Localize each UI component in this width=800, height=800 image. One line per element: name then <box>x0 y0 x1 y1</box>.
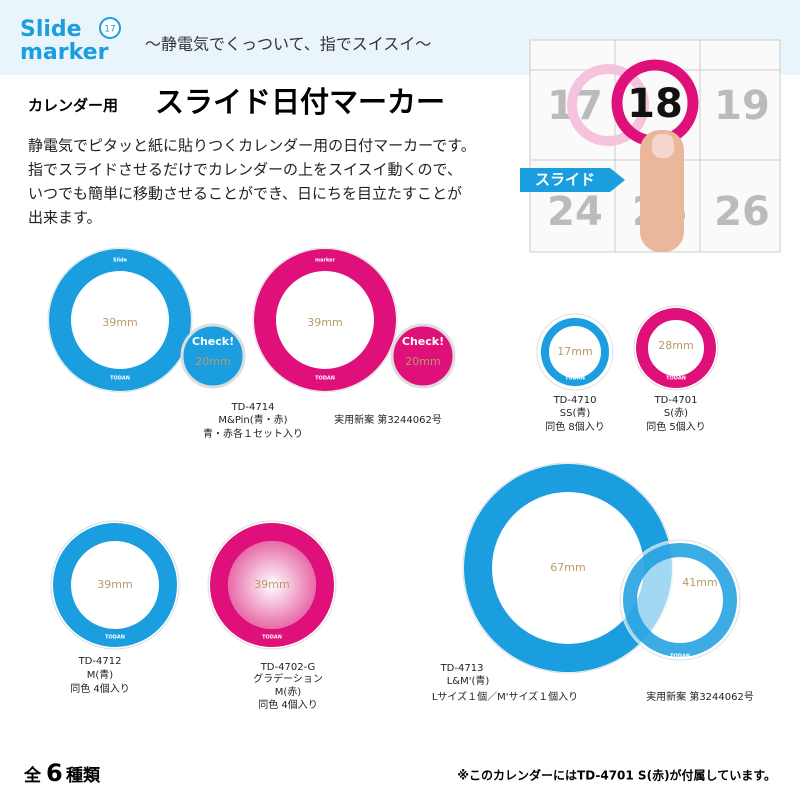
size-label: 17mm <box>557 345 592 358</box>
patent: 実用新案 第3244062号 <box>334 413 442 426</box>
brand: TODAN <box>666 376 686 382</box>
size-label: 39mm <box>102 316 137 329</box>
brand: TODAN <box>110 376 130 382</box>
day: 19 <box>714 83 770 129</box>
product-td4702g: 39mm TODAN TD-4702-G グラデーション M(赤) 同色 4個入… <box>207 520 337 711</box>
product-code: TD-4701 <box>654 395 698 406</box>
brand: TODAN <box>262 635 282 641</box>
tagline: ～静電気でくっついて、指でスイスイ～ <box>145 35 431 54</box>
brand: Slide <box>113 258 128 264</box>
size-label: 20mm <box>405 355 440 368</box>
brand: TODAN <box>565 376 585 382</box>
product-code: TD-4713 <box>440 663 484 674</box>
product-td4713: 67mm 41mm TODAN TD-4713 L&M'(青) Lサイズ１個／M… <box>432 462 754 703</box>
patent: 実用新案 第3244062号 <box>646 690 754 703</box>
product-code: TD-4710 <box>553 395 597 406</box>
brand: TODAN <box>315 376 335 382</box>
count-prefix: 全 <box>23 765 42 786</box>
product-name: M&Pin(青・赤) <box>218 413 287 426</box>
size-label: 28mm <box>658 339 693 352</box>
size-label: 41mm <box>682 576 717 589</box>
product-name: L&M'(青) <box>447 674 490 687</box>
logo: Slide <box>20 17 82 42</box>
logo-badge-text: 17 <box>104 25 115 35</box>
product-code: TD-4712 <box>78 656 122 667</box>
brand: marker <box>315 258 336 264</box>
description-line: 出来ます。 <box>28 209 102 227</box>
product-qty: 同色 4個入り <box>258 698 318 711</box>
product-qty: 同色 5個入り <box>646 420 706 433</box>
product-code: TD-4702-G <box>260 662 316 673</box>
product-qty: 同色 4個入り <box>70 682 130 695</box>
product-qty: 青・赤各１セット入り <box>203 427 303 440</box>
pin-label: Check! <box>402 335 444 348</box>
product-td4710: 17mm TODAN TD-4710 SS(青) 同色 8個入り <box>536 313 614 433</box>
size-label: 39mm <box>254 578 289 591</box>
product-name: SS(青) <box>560 406 591 419</box>
product-td4712: 39mm TODAN TD-4712 M(青) 同色 4個入り <box>50 520 180 695</box>
description: 静電気でピタッと紙に貼りつくカレンダー用の日付マーカーです。 指でスライドさせる… <box>28 137 476 227</box>
product-name: M(赤) <box>275 686 302 698</box>
day: 26 <box>714 189 770 235</box>
product-subtitle: グラデーション <box>253 672 323 685</box>
product-td4701: 28mm TODAN TD-4701 S(赤) 同色 5個入り <box>633 305 719 433</box>
logo: marker <box>20 40 109 65</box>
size-label: 39mm <box>97 578 132 591</box>
size-label: 20mm <box>195 355 230 368</box>
footer-note: ※このカレンダーにはTD-4701 S(赤)が付属しています。 <box>457 768 776 783</box>
product-qty: Lサイズ１個／M'サイズ１個入り <box>432 690 578 703</box>
product-name: M(青) <box>87 668 114 681</box>
title-prefix: カレンダー用 <box>28 97 118 115</box>
calendar: 17 18 19 24 25 26 スライド <box>520 39 781 253</box>
day: 18 <box>627 81 683 127</box>
count-suffix: 種類 <box>66 765 101 786</box>
logo-badge <box>99 17 121 39</box>
slide-arrow-text: スライド <box>535 171 595 189</box>
title: スライド日付マーカー <box>155 85 445 119</box>
size-label: 39mm <box>307 316 342 329</box>
pin-label: Check! <box>192 335 234 348</box>
description-line: いつでも簡単に移動させることができ、日にちを目立たすことが <box>28 185 462 203</box>
count: 6 <box>46 759 63 787</box>
brand: TODAN <box>105 635 125 641</box>
product-qty: 同色 8個入り <box>545 420 605 433</box>
day: 24 <box>547 189 603 235</box>
product-td4714: Slide TODAN 39mm Check! 20mm marker TODA… <box>47 247 456 440</box>
description-line: 指でスライドさせるだけでカレンダーの上をスイスイ動くので、 <box>28 161 462 179</box>
brand: TODAN <box>670 654 690 660</box>
size-label: 67mm <box>550 561 585 574</box>
product-code: TD-4714 <box>231 402 275 413</box>
product-name: S(赤) <box>664 407 688 419</box>
description-line: 静電気でピタッと紙に貼りつくカレンダー用の日付マーカーです。 <box>28 137 476 155</box>
